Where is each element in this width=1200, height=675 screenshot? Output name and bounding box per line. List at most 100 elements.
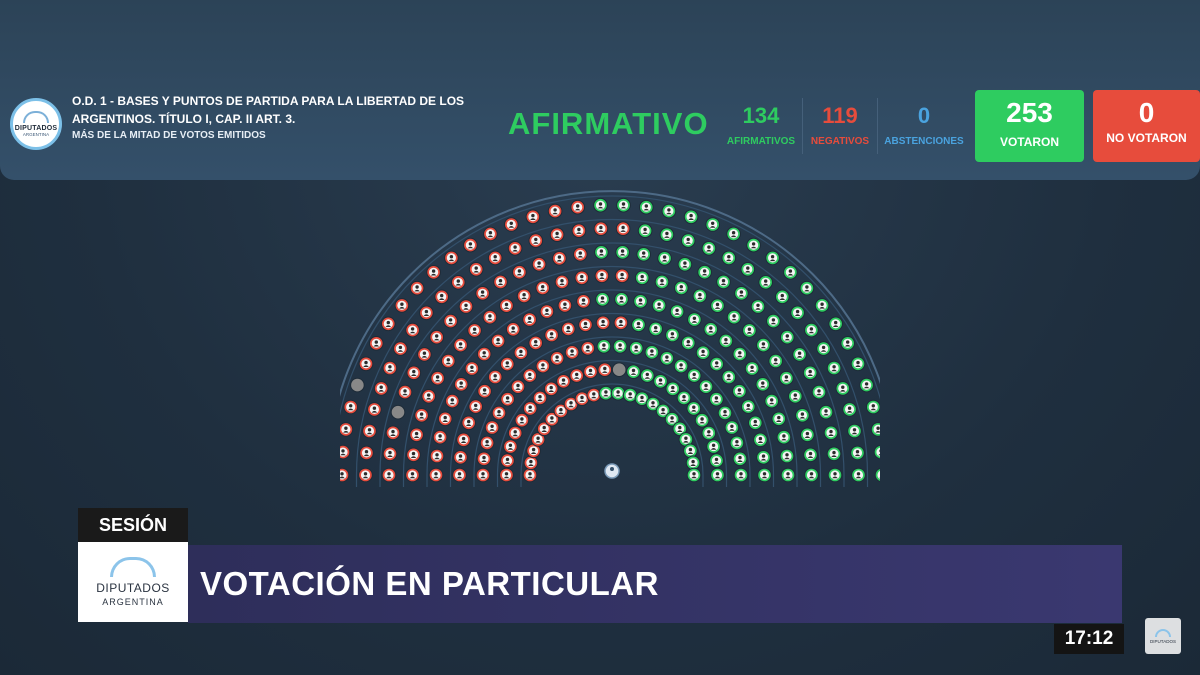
hemicycle-outline <box>340 190 880 398</box>
person-body-shape <box>587 373 594 375</box>
person-body-shape <box>670 390 676 392</box>
person-silhouette-icon <box>580 274 584 279</box>
person-body-shape <box>619 253 626 256</box>
seat <box>639 199 654 215</box>
person-silhouette-icon <box>785 453 789 457</box>
person-silhouette-icon <box>809 327 814 331</box>
seat <box>513 345 529 360</box>
seat <box>680 233 696 248</box>
person-body-shape <box>620 206 627 209</box>
person-body-shape <box>828 434 834 436</box>
seat <box>803 447 818 463</box>
seat <box>595 315 611 331</box>
seat <box>350 377 365 393</box>
person-body-shape <box>469 370 475 372</box>
person-silhouette-icon <box>364 360 368 365</box>
person-silhouette-icon <box>658 378 663 382</box>
person-body-shape <box>569 353 575 356</box>
seat <box>385 425 401 441</box>
seat <box>549 227 565 243</box>
seat <box>405 322 420 338</box>
seat <box>828 316 844 332</box>
person-body-shape <box>618 300 625 303</box>
seat <box>456 432 471 448</box>
person-silhouette-icon <box>758 436 763 441</box>
person-body-shape <box>448 259 455 262</box>
seat <box>499 467 514 483</box>
person-body-shape <box>548 390 554 392</box>
seat <box>397 384 413 400</box>
seat <box>724 420 740 435</box>
seat <box>390 404 406 420</box>
person-body-shape <box>519 421 525 424</box>
seat <box>556 374 571 389</box>
seat <box>543 381 559 397</box>
person-silhouette-icon <box>700 417 704 421</box>
person-body-shape <box>685 242 691 244</box>
person-silhouette-icon <box>493 374 497 378</box>
person-body-shape <box>664 359 670 362</box>
person-body-shape <box>657 382 664 385</box>
seat <box>444 250 459 266</box>
seat <box>799 280 815 296</box>
person-body-shape <box>473 270 479 273</box>
seat <box>742 323 757 338</box>
seat <box>369 336 384 351</box>
person-body-shape <box>750 246 757 249</box>
person-silhouette-icon <box>600 296 605 300</box>
person-silhouette-icon <box>670 416 674 420</box>
seat <box>393 341 408 356</box>
person-silhouette-icon <box>692 316 697 320</box>
row-guide-arc <box>496 359 728 487</box>
person-body-shape <box>804 289 810 292</box>
seat <box>531 257 547 272</box>
seat <box>800 427 815 443</box>
person-silhouette-icon <box>509 221 513 225</box>
person-body-shape <box>479 294 486 297</box>
person-silhouette-icon <box>422 351 427 355</box>
seat <box>522 312 537 327</box>
person-silhouette-icon <box>566 326 570 330</box>
seat <box>851 467 866 483</box>
person-body-shape <box>762 283 769 286</box>
person-body-shape <box>875 430 880 433</box>
seat <box>816 341 831 356</box>
person-body-shape <box>700 354 706 356</box>
seat <box>705 217 721 232</box>
person-body-shape <box>787 273 794 276</box>
hemicycle-seat-map <box>340 190 880 487</box>
person-silhouette-icon <box>485 440 489 444</box>
seat <box>636 247 652 262</box>
seat <box>507 241 523 256</box>
person-body-shape <box>656 306 662 309</box>
seat <box>382 446 398 462</box>
diputados-logo: DIPUTADOS ARGENTINA <box>10 98 62 150</box>
seat <box>467 323 482 338</box>
seat <box>437 411 453 427</box>
seat <box>681 335 696 351</box>
logo-line2: ARGENTINA <box>22 132 50 137</box>
seat <box>596 339 612 354</box>
person-body-shape <box>832 325 839 327</box>
seat <box>453 450 468 465</box>
person-silhouette-icon <box>364 450 369 454</box>
person-body-shape <box>681 399 687 402</box>
logo-line1: DIPUTADOS <box>96 581 170 595</box>
person-body-shape <box>760 385 766 388</box>
seat <box>615 221 631 237</box>
seat <box>597 362 613 377</box>
person-silhouette-icon <box>727 255 731 259</box>
person-silhouette-icon <box>739 290 744 294</box>
person-body-shape <box>487 235 494 238</box>
seat <box>432 429 448 445</box>
seat <box>528 233 544 248</box>
person-silhouette-icon <box>459 381 463 385</box>
person-silhouette-icon <box>450 398 454 402</box>
seat <box>484 420 500 435</box>
person-body-shape <box>807 456 814 458</box>
person-silhouette-icon <box>709 326 713 330</box>
person-body-shape <box>541 430 547 432</box>
seat <box>578 317 593 333</box>
person-silhouette-icon <box>634 345 638 349</box>
seat <box>764 393 780 409</box>
